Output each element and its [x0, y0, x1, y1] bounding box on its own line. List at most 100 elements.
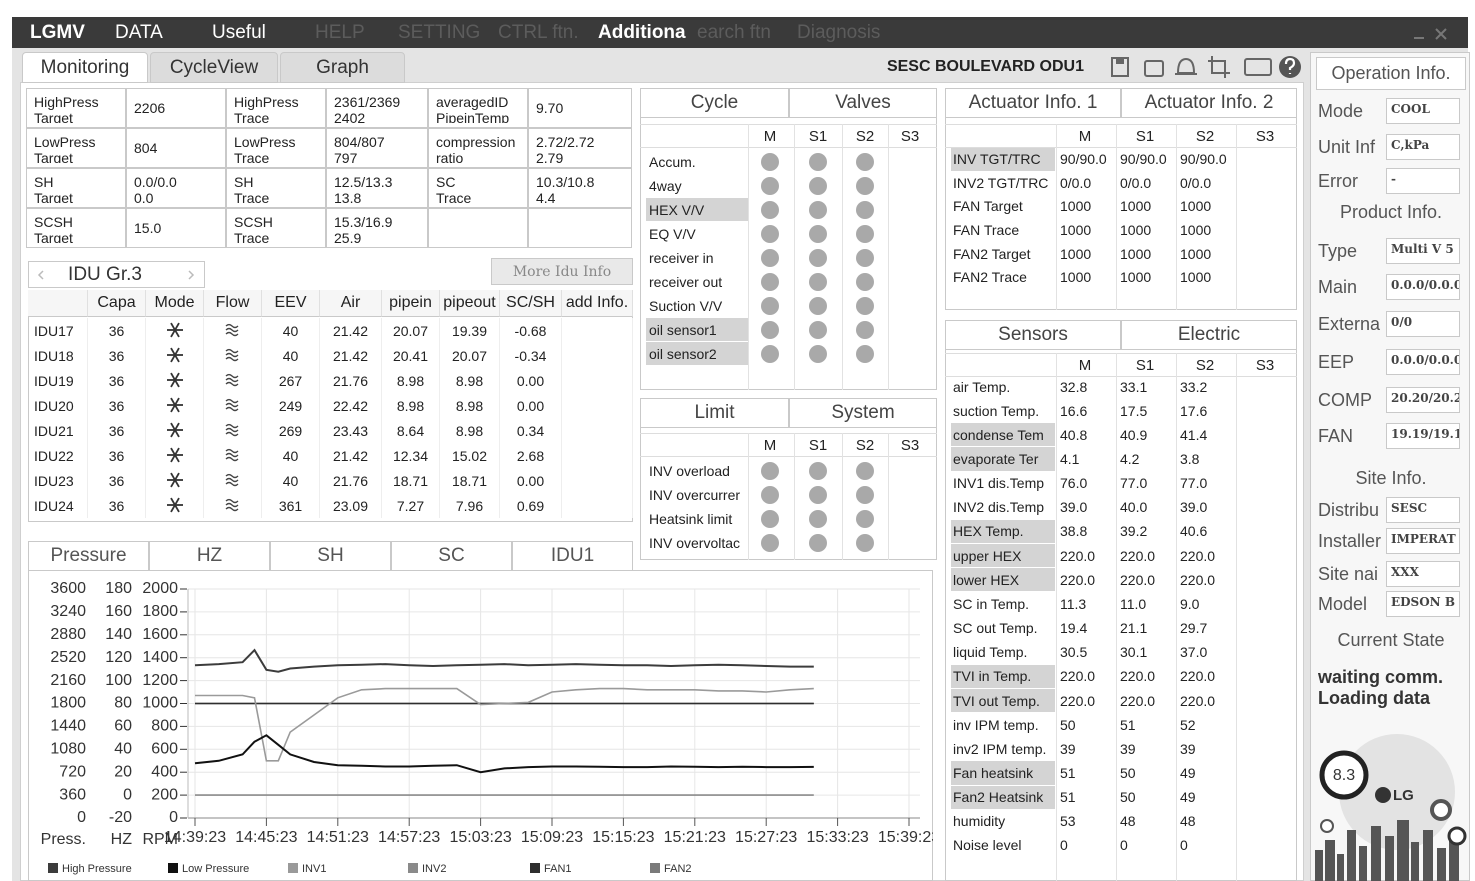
sensor-value: 40.8 — [1060, 423, 1116, 446]
window-controls[interactable] — [1410, 22, 1460, 44]
ctrl-icon[interactable] — [1245, 59, 1271, 75]
legend-swatch — [650, 863, 660, 873]
panel-tab[interactable]: Limit — [640, 398, 789, 428]
idu-cell: 8.98 — [382, 393, 440, 418]
idu-cell: 21.76 — [320, 468, 382, 493]
idu-cell: 0.34 — [500, 418, 562, 443]
tab[interactable]: Graph — [280, 52, 405, 83]
skyline-building — [1347, 830, 1356, 881]
summary-label: averagedID PipeinTemp — [436, 94, 527, 123]
summary-cell: 9.70 — [528, 88, 632, 128]
y-tick-label: -20 — [109, 809, 132, 826]
sensor-value: 1000 — [1180, 242, 1236, 265]
y-tick-label: 2520 — [50, 649, 86, 666]
idu-cell: 7.27 — [382, 493, 440, 518]
field-value: XXX — [1386, 561, 1460, 587]
summary-label: LowPress Trace — [234, 134, 325, 163]
idu-header-cell: Capa — [88, 290, 146, 317]
more-idu-info-button[interactable]: More Idu Info — [491, 258, 633, 285]
idu-cell — [204, 468, 262, 493]
panel-tab[interactable]: Actuator Info. 1 — [945, 88, 1121, 118]
status-indicator — [809, 249, 827, 267]
column-divider — [1236, 124, 1237, 310]
toolbar-icons[interactable] — [1108, 53, 1304, 81]
sensor-value: 0/0.0 — [1060, 172, 1116, 195]
y-tick-label: 20 — [114, 763, 132, 780]
graph-plot: 036072010801440180021602520288032403600P… — [28, 570, 933, 881]
summary-cell: SH Target — [26, 168, 126, 208]
graph-tab[interactable]: SC — [391, 541, 512, 571]
idu-cell — [562, 343, 633, 368]
status-label: oil sensor1 — [646, 318, 748, 341]
column-divider — [1056, 353, 1057, 881]
y-tick-label: 2880 — [50, 626, 86, 643]
panel-tab[interactable]: System — [789, 398, 937, 428]
flow-icon — [224, 496, 242, 514]
summary-value: 10.3/10.8 4.4 — [536, 174, 631, 203]
sensor-value: 1000 — [1120, 219, 1176, 242]
menu-item[interactable]: LGMV — [30, 17, 128, 48]
field-value: SESC — [1386, 497, 1460, 523]
panel-tab[interactable]: Actuator Info. 2 — [1121, 88, 1297, 118]
flow-icon — [224, 421, 242, 439]
summary-value: 9.70 — [536, 89, 631, 127]
status-indicator — [809, 153, 827, 171]
idu-cell — [204, 443, 262, 468]
panel-tab[interactable]: Sensors — [945, 320, 1121, 350]
graph-tab[interactable]: HZ — [149, 541, 270, 571]
sensor-value: 0 — [1060, 834, 1116, 857]
sensor-value: 220.0 — [1120, 544, 1176, 567]
idu-cell: IDU18 — [28, 343, 88, 368]
sensor-value: 220.0 — [1060, 665, 1116, 688]
panel-tab[interactable]: Valves — [789, 88, 937, 118]
legend-label: INV2 — [422, 863, 446, 875]
menu-item[interactable]: CTRL ftn. — [498, 17, 596, 48]
graph-tab[interactable]: Pressure — [28, 541, 149, 571]
panel-tab[interactable]: Electric — [1121, 320, 1297, 350]
sensor-value: 220.0 — [1180, 665, 1236, 688]
summary-cell: 804 — [126, 128, 226, 168]
crop-icon[interactable] — [1208, 56, 1230, 78]
idu-cell: 20.07 — [440, 343, 500, 368]
sensor-value: 41.4 — [1180, 423, 1236, 446]
idu-header-cell — [28, 290, 88, 317]
graph-tab[interactable]: IDU1 — [512, 541, 633, 571]
menu-item[interactable]: SETTING — [398, 17, 496, 48]
idu-cell — [146, 393, 204, 418]
y-tick-label: 1440 — [50, 718, 86, 735]
idu-cell — [562, 393, 633, 418]
menu-item[interactable]: Additiona — [598, 17, 696, 48]
summary-cell: 10.3/10.8 4.4 — [528, 168, 632, 208]
tab[interactable]: Monitoring — [22, 52, 148, 83]
idu-cell: 40 — [262, 318, 320, 343]
menu-item[interactable]: earch ftn — [697, 17, 795, 48]
graph-tab[interactable]: SH — [270, 541, 391, 571]
y-tick-label: 60 — [114, 718, 132, 735]
idu-cell — [562, 493, 633, 518]
sensor-value: 39.0 — [1060, 496, 1116, 519]
legend-label: Low Pressure — [182, 863, 249, 875]
flow-icon — [224, 321, 242, 339]
close-icon[interactable] — [1436, 29, 1446, 39]
tab[interactable]: CycleView — [150, 52, 278, 83]
status-indicator — [856, 297, 874, 315]
column-header: S2 — [1185, 353, 1225, 377]
sensor-value: 1000 — [1120, 195, 1176, 218]
idu-cell: 18.71 — [382, 468, 440, 493]
idu-cell: 8.64 — [382, 418, 440, 443]
idu-cell: 36 — [88, 318, 146, 343]
menu-item[interactable]: DATA — [115, 17, 213, 48]
bell-icon[interactable] — [1175, 59, 1197, 74]
panel-tab[interactable]: Cycle — [640, 88, 789, 118]
sensor-value: 220.0 — [1120, 568, 1176, 591]
menu-item[interactable]: Diagnosis — [797, 17, 895, 48]
idu-cell: 20.41 — [382, 343, 440, 368]
sensor-value: 1000 — [1120, 242, 1176, 265]
sensor-value: 17.5 — [1120, 399, 1176, 422]
y-tick-label: 400 — [151, 763, 178, 780]
status-indicator — [856, 462, 874, 480]
sensor-label: lower HEX — [951, 568, 1055, 591]
device-icon[interactable] — [1145, 61, 1163, 76]
idu-cell — [146, 493, 204, 518]
menu-item[interactable]: Useful — [212, 17, 310, 48]
